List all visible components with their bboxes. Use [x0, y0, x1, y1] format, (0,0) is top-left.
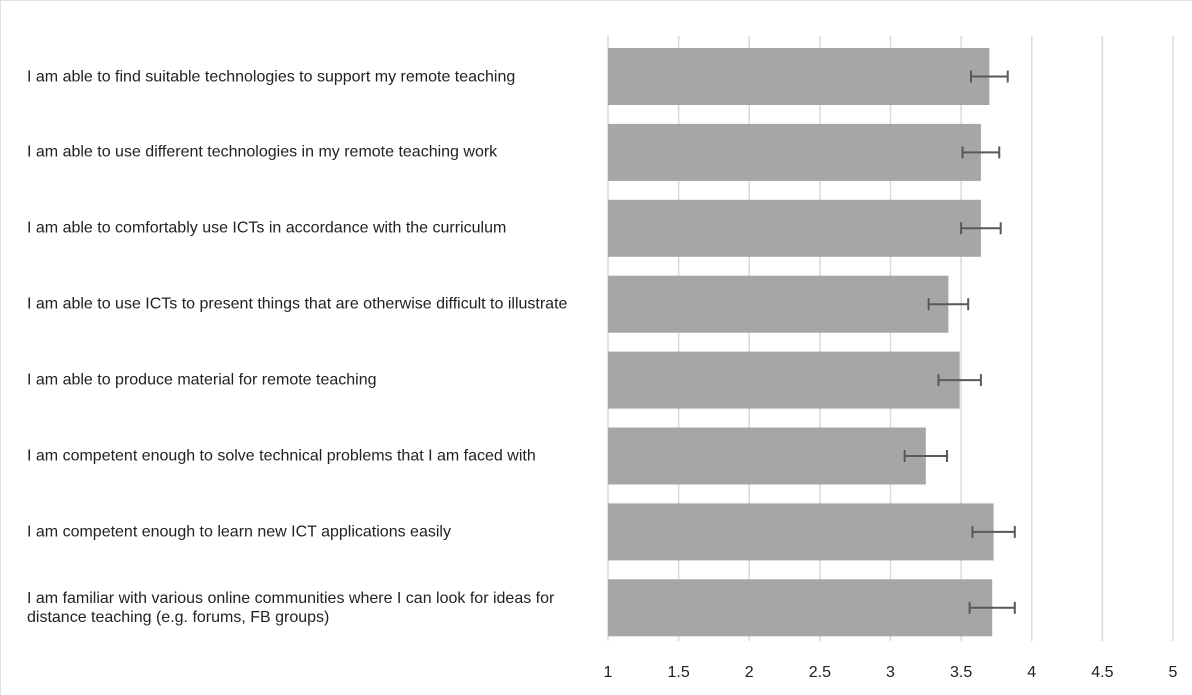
bar: [608, 48, 990, 105]
x-tick-label: 4: [1027, 664, 1036, 681]
error-bar: [960, 222, 1002, 235]
category-label: I am able to produce material for remote…: [27, 371, 377, 389]
category-label: I am familiar with various online commun…: [27, 589, 555, 626]
category-label: I am competent enough to learn new ICT a…: [27, 523, 451, 541]
bar: [608, 275, 949, 333]
bar: [608, 503, 994, 561]
x-tick-label: 3: [886, 664, 895, 681]
category-label: I am able to comfortably use ICTs in acc…: [27, 219, 507, 237]
bar: [608, 427, 926, 485]
error-bar: [937, 374, 982, 387]
category-label: I am able to use different technologies …: [27, 143, 498, 161]
error-bar: [961, 146, 1001, 159]
x-tick-label: 1: [604, 664, 613, 681]
x-tick-label: 2: [745, 664, 754, 681]
x-tick-label: 3.5: [950, 664, 972, 681]
error-bar: [971, 525, 1016, 538]
bar: [608, 123, 981, 181]
category-label: I am competent enough to solve technical…: [27, 447, 536, 465]
category-label: I am able to find suitable technologies …: [27, 68, 516, 85]
error-bar: [968, 601, 1016, 614]
error-bar: [970, 70, 1009, 83]
x-tick-label: 5: [1169, 664, 1178, 681]
bar: [608, 199, 981, 257]
category-label: I am able to use ICTs to present things …: [27, 295, 568, 313]
error-bar: [927, 298, 970, 311]
bar: [608, 579, 993, 637]
bar: [608, 351, 960, 409]
x-tick-label: 4.5: [1091, 664, 1113, 681]
x-tick-label: 1.5: [668, 664, 690, 681]
error-bar: [903, 450, 948, 462]
x-tick-label: 2.5: [809, 664, 831, 681]
